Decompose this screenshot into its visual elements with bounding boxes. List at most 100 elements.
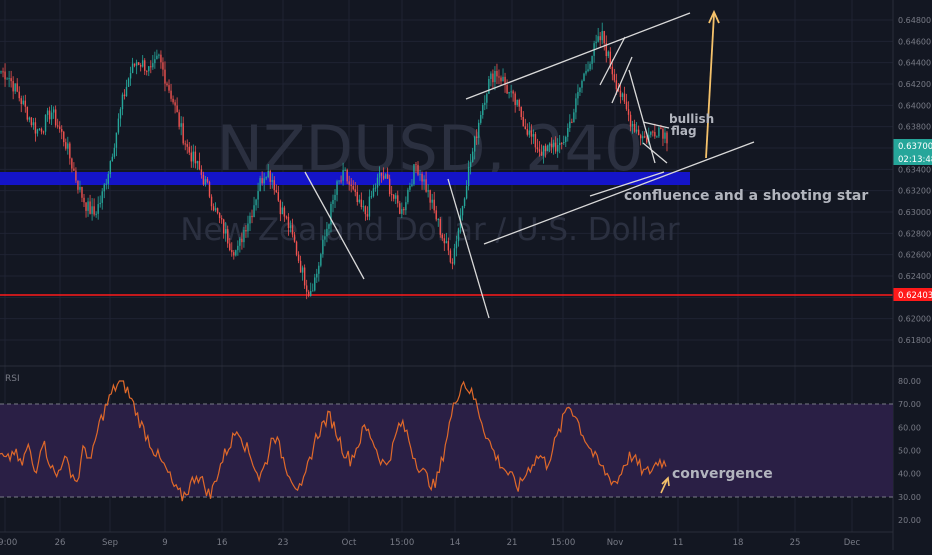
candle-body <box>579 87 581 93</box>
candle-body <box>358 199 361 203</box>
candle-body <box>447 241 450 251</box>
candle-body <box>318 265 320 274</box>
candle-body <box>463 198 466 207</box>
candle-body <box>277 192 280 201</box>
candle-body <box>121 94 124 110</box>
candle-body <box>166 83 168 86</box>
candle-body <box>127 78 130 87</box>
candle-body <box>198 161 201 170</box>
candle-body <box>144 60 146 71</box>
candle-body <box>180 123 182 127</box>
candle-body <box>631 123 634 127</box>
candle-body <box>644 136 646 138</box>
candle-body <box>87 201 89 211</box>
candle-body <box>190 152 192 162</box>
rsi-tick-label: 20.00 <box>898 516 921 525</box>
candle-body <box>186 144 188 147</box>
rsi-tick-label: 80.00 <box>898 377 921 386</box>
flag-top-line[interactable] <box>642 121 670 129</box>
candle-body <box>386 174 389 179</box>
candle-body <box>117 118 120 133</box>
candle-body <box>376 177 379 188</box>
candle-body <box>563 142 565 144</box>
candle-body <box>429 190 431 203</box>
candle-body <box>437 218 439 220</box>
candle-body <box>544 145 547 152</box>
time-tick-label: Dec <box>844 538 861 548</box>
candle-body <box>251 215 253 218</box>
time-tick-label: Oct <box>342 538 357 548</box>
candle-body <box>587 69 589 71</box>
candle-body <box>514 93 516 105</box>
candle-body <box>658 127 660 137</box>
candle-body <box>627 109 630 115</box>
watermark-name: New Zealand Dollar / U.S. Dollar <box>180 212 680 248</box>
candle-body <box>279 200 282 215</box>
candle-body <box>123 94 126 97</box>
candle-body <box>486 93 488 103</box>
candle-body <box>554 142 557 152</box>
candle-body <box>239 238 241 246</box>
candle-body <box>210 196 213 207</box>
candle-body <box>334 194 336 201</box>
support-zone[interactable] <box>0 172 690 185</box>
projection-arrow[interactable] <box>705 13 715 159</box>
candle-body <box>621 93 624 97</box>
candle-body <box>12 81 14 92</box>
candle-body <box>368 196 371 217</box>
candle-body <box>397 195 399 204</box>
lower-channel-line[interactable] <box>483 141 755 245</box>
convergence-arrow[interactable] <box>660 479 668 494</box>
candle-body <box>457 228 460 242</box>
candle-body <box>283 207 286 217</box>
price-tick-label: 0.62400 <box>898 272 931 281</box>
candle-body <box>105 183 107 185</box>
candle-body <box>350 184 352 187</box>
candle-body <box>63 131 65 143</box>
price-tick-label: 0.62600 <box>898 251 931 260</box>
candle-body <box>148 66 150 72</box>
candle-body <box>526 129 529 135</box>
upper-channel-line[interactable] <box>465 12 691 100</box>
candle-body <box>253 205 255 218</box>
candle-body <box>569 121 571 128</box>
candle-body <box>81 186 83 198</box>
candle-body <box>411 184 413 186</box>
candle-body <box>500 77 502 82</box>
candle-body <box>97 204 99 214</box>
candle-body <box>419 173 421 175</box>
candle-body <box>591 55 593 64</box>
candle-body <box>650 131 652 135</box>
candle-body <box>54 109 57 126</box>
time-tick-label: 9 <box>162 538 167 548</box>
candle-body <box>320 254 322 266</box>
rsi-panel-label[interactable]: RSI <box>5 374 20 384</box>
candle-body <box>360 199 363 208</box>
candle-body <box>595 41 597 44</box>
time-tick-label: 23 <box>278 538 289 548</box>
nov-upleg-line[interactable] <box>599 36 626 86</box>
rsi-line[interactable] <box>0 380 667 502</box>
oct-downtrend-line[interactable] <box>447 178 490 319</box>
rsi-tick-label: 30.00 <box>898 493 921 502</box>
candle-body <box>656 136 658 138</box>
candle-body <box>522 117 524 127</box>
candle-body <box>471 151 474 163</box>
candle-body <box>50 112 53 120</box>
candle-body <box>152 63 154 68</box>
candle-body <box>556 145 559 152</box>
lower-support-touch-line[interactable] <box>589 171 665 197</box>
candle-body <box>617 89 620 91</box>
candle-body <box>552 142 555 148</box>
flag-drop-line[interactable] <box>628 69 656 164</box>
candle-body <box>119 109 122 119</box>
candle-body <box>573 112 575 123</box>
countdown-tag <box>893 152 932 165</box>
candle-body <box>561 142 563 144</box>
candle-body <box>613 74 616 81</box>
sep-downtrend-line[interactable] <box>304 171 365 280</box>
nov-downleg-line[interactable] <box>611 56 633 104</box>
candle-body <box>348 181 350 185</box>
flag-bottom-line[interactable] <box>642 142 668 164</box>
